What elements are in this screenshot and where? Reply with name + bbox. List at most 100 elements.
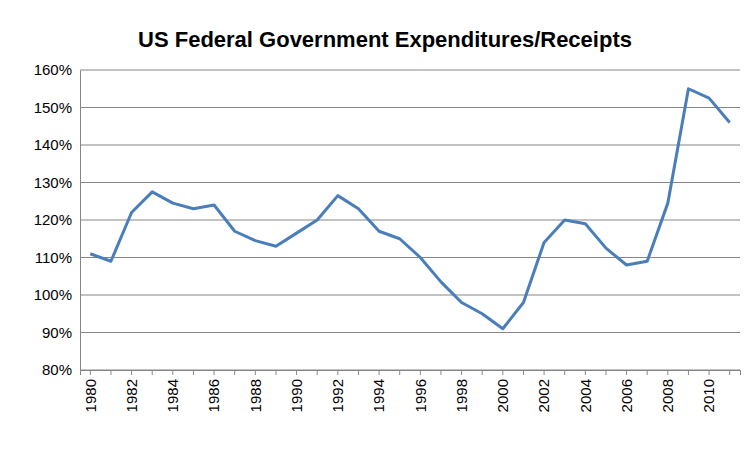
- y-tick-label: 130%: [34, 174, 72, 191]
- x-tick: [440, 370, 441, 375]
- x-tick-mark: [709, 370, 710, 375]
- x-tick: [399, 370, 400, 375]
- x-tick: 2000: [494, 370, 511, 412]
- grid-line: [80, 107, 740, 108]
- x-tick-label: 1992: [329, 379, 346, 412]
- y-tick-label: 110%: [35, 249, 72, 266]
- x-tick-mark: [379, 370, 380, 375]
- x-tick: [482, 370, 483, 375]
- grid-line: [80, 182, 740, 183]
- x-tick-mark: [275, 370, 276, 375]
- x-tick: [152, 370, 153, 375]
- x-tick-mark: [172, 370, 173, 375]
- x-tick-label: 1980: [82, 379, 99, 412]
- x-tick-mark: [502, 370, 503, 375]
- x-tick: 2002: [535, 370, 552, 412]
- x-tick-mark: [317, 370, 318, 375]
- x-tick: [110, 370, 111, 375]
- x-axis-line: [81, 371, 741, 376]
- x-tick-label: 2004: [577, 379, 594, 412]
- y-tick-label: 160%: [34, 61, 72, 78]
- series: [90, 89, 729, 329]
- x-tick-mark: [544, 370, 545, 375]
- x-tick-mark: [482, 370, 483, 375]
- x-tick-mark: [399, 370, 400, 375]
- x-tick-mark: [585, 370, 586, 375]
- x-tick-mark: [234, 370, 235, 375]
- x-tick-label: 1994: [370, 379, 387, 412]
- x-tick: 1988: [247, 370, 264, 412]
- x-tick: [317, 370, 318, 375]
- x-tick-mark: [605, 370, 606, 375]
- x-tick: [605, 370, 606, 375]
- y-axis-line: [80, 71, 81, 371]
- x-tick: [193, 370, 194, 375]
- grid-line: [80, 332, 740, 333]
- x-tick: 1986: [205, 370, 222, 412]
- x-tick: [729, 370, 730, 375]
- y-tick: 160%: [34, 61, 80, 78]
- x-tick: 1996: [412, 370, 429, 412]
- y-tick: 90%: [42, 324, 80, 341]
- y-axis: 80% 90% 100% 110% 120% 130% 140% 150% 160%: [34, 61, 81, 378]
- x-tick: 2004: [577, 370, 594, 412]
- x-tick-mark: [152, 370, 153, 375]
- title: US Federal Government Expenditures/Recei…: [138, 27, 632, 52]
- x-tick: 2010: [700, 370, 717, 412]
- x-tick-mark: [90, 370, 91, 375]
- chart: 80% 90% 100% 110% 120% 130% 140% 150% 160% 1980 19…: [0, 0, 754, 454]
- x-tick-label: 2010: [700, 379, 717, 412]
- x-tick-mark: [461, 370, 462, 375]
- grid-line: [80, 70, 740, 71]
- y-tick: 140%: [34, 136, 80, 153]
- x-tick-label: 1986: [205, 379, 222, 412]
- x-tick: [275, 370, 276, 375]
- y-tick-label: 80%: [42, 361, 72, 378]
- x-tick-mark: [626, 370, 627, 375]
- grid-line: [80, 220, 740, 221]
- x-tick: 1982: [123, 370, 140, 412]
- x-tick-label: 1982: [123, 379, 140, 412]
- y-tick-label: 150%: [34, 99, 72, 116]
- x-tick-label: 1988: [247, 379, 264, 412]
- y-tick: 110%: [35, 249, 80, 266]
- x-tick: 2006: [618, 370, 635, 412]
- y-tick-label: 100%: [34, 286, 72, 303]
- x-tick-mark: [647, 370, 648, 375]
- x-tick-mark: [564, 370, 565, 375]
- x-tick: [234, 370, 235, 375]
- x-tick: [523, 370, 524, 375]
- x-tick-label: 2008: [659, 379, 676, 412]
- x-axis: 1980198219841986198819901992199419961998…: [81, 370, 741, 412]
- y-tick: 150%: [34, 99, 80, 116]
- x-tick: 1998: [453, 370, 470, 412]
- x-tick: 1992: [329, 370, 346, 412]
- x-tick-label: 2000: [494, 379, 511, 412]
- x-tick-mark: [214, 370, 215, 375]
- x-tick: [647, 370, 648, 375]
- x-tick: [688, 370, 689, 375]
- y-tick-label: 120%: [34, 211, 72, 228]
- y-tick: 80%: [42, 361, 80, 378]
- x-tick-mark: [296, 370, 297, 375]
- grid-line: [80, 145, 740, 146]
- y-tick: 120%: [34, 211, 80, 228]
- x-tick-label: 1998: [453, 379, 470, 412]
- y-tick: 130%: [34, 174, 80, 191]
- x-tick: [564, 370, 565, 375]
- x-tick: 1994: [370, 370, 387, 412]
- x-tick-label: 2002: [535, 379, 552, 412]
- x-tick-mark: [440, 370, 441, 375]
- x-tick-mark: [131, 370, 132, 375]
- x-tick: 2008: [659, 370, 676, 412]
- x-tick-mark: [667, 370, 668, 375]
- plot-area: 80% 90% 100% 110% 120% 130% 140% 150% 160% 1980 19…: [34, 61, 741, 412]
- y-tick-label: 90%: [42, 324, 72, 341]
- x-tick-mark: [688, 370, 689, 375]
- x-tick-mark: [255, 370, 256, 375]
- x-tick-mark: [110, 370, 111, 375]
- data-line: [90, 89, 729, 329]
- x-tick-label: 1984: [164, 379, 181, 412]
- x-tick-mark: [523, 370, 524, 375]
- x-tick-mark: [358, 370, 359, 375]
